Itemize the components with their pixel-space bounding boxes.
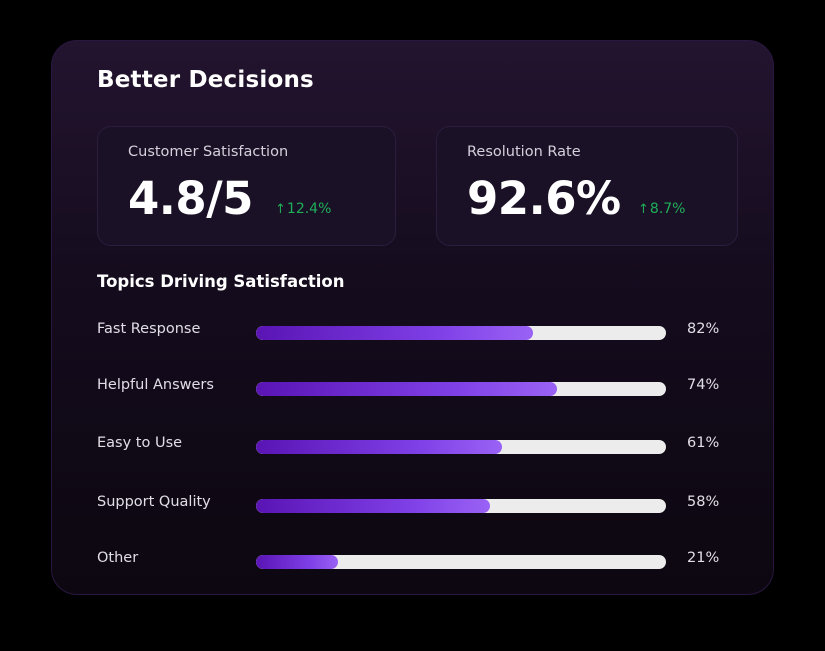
stat-label: Customer Satisfaction bbox=[128, 144, 289, 160]
progress-bar-fill bbox=[256, 555, 338, 569]
progress-bar-track bbox=[256, 499, 666, 513]
stat-card-customer-satisfaction: Customer Satisfaction 4.8/5 ↑ 12.4% bbox=[97, 126, 396, 246]
satisfaction-card: Better Decisions Customer Satisfaction 4… bbox=[51, 40, 774, 595]
progress-bar-fill bbox=[256, 499, 490, 513]
topic-row-helpful-answers: Helpful Answers 74% bbox=[97, 375, 737, 399]
topic-label: Support Quality bbox=[97, 494, 211, 510]
topic-percent: 21% bbox=[687, 550, 720, 566]
topic-percent: 61% bbox=[687, 435, 720, 451]
stat-change: ↑ 8.7% bbox=[638, 201, 685, 217]
stat-change-value: 8.7% bbox=[649, 201, 686, 217]
topic-row-fast-response: Fast Response 82% bbox=[97, 319, 737, 343]
progress-bar-track bbox=[256, 440, 666, 454]
progress-bar-fill bbox=[256, 440, 502, 454]
arrow-up-icon: ↑ bbox=[275, 201, 286, 217]
progress-bar-track bbox=[256, 382, 666, 396]
topic-label: Fast Response bbox=[97, 321, 201, 337]
topics-title: Topics Driving Satisfaction bbox=[97, 272, 345, 291]
topic-label: Easy to Use bbox=[97, 435, 183, 451]
stat-value: 4.8/5 bbox=[128, 172, 253, 225]
topic-percent: 58% bbox=[687, 494, 720, 510]
topic-row-easy-to-use: Easy to Use 61% bbox=[97, 433, 737, 457]
stat-label: Resolution Rate bbox=[467, 144, 581, 160]
progress-bar-fill bbox=[256, 382, 558, 396]
topic-percent: 74% bbox=[687, 377, 720, 393]
progress-bar-fill bbox=[256, 326, 533, 340]
progress-bar-track bbox=[256, 326, 666, 340]
card-title: Better Decisions bbox=[97, 67, 314, 93]
stat-change-value: 12.4% bbox=[286, 201, 332, 217]
topic-row-support-quality: Support Quality 58% bbox=[97, 492, 737, 516]
stat-value: 92.6% bbox=[467, 172, 621, 225]
arrow-up-icon: ↑ bbox=[638, 201, 649, 217]
topic-label: Other bbox=[97, 550, 139, 566]
stat-change: ↑ 12.4% bbox=[275, 201, 331, 217]
topic-label: Helpful Answers bbox=[97, 377, 214, 393]
stat-card-resolution-rate: Resolution Rate 92.6% ↑ 8.7% bbox=[436, 126, 738, 246]
progress-bar-track bbox=[256, 555, 666, 569]
topic-percent: 82% bbox=[687, 321, 720, 337]
topic-row-other: Other 21% bbox=[97, 548, 737, 572]
